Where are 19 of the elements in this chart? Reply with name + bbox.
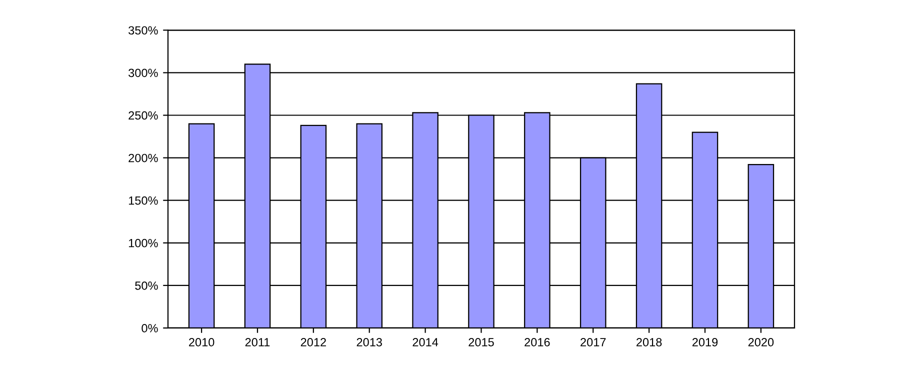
y-tick-label: 300% xyxy=(128,68,158,78)
y-tick-label: 250% xyxy=(128,111,158,120)
x-tick-label: 2020 xyxy=(748,338,774,346)
x-tick-label: 2019 xyxy=(692,338,718,346)
y-tick-label: 0% xyxy=(142,324,158,332)
x-tick-label: 2018 xyxy=(636,338,662,346)
y-tick-label: 350% xyxy=(128,26,158,35)
y-tick-label: 150% xyxy=(128,196,158,205)
x-tick-label: 2013 xyxy=(356,338,382,346)
x-tick-label: 2011 xyxy=(245,338,270,346)
x-tick-label: 2017 xyxy=(580,338,606,346)
y-tick-label: 50% xyxy=(135,281,158,290)
y-tick-label: 200% xyxy=(128,154,158,162)
y-tick-label: 100% xyxy=(128,238,158,248)
x-tick-label: 2010 xyxy=(189,338,214,346)
x-tick-label: 2014 xyxy=(412,338,438,346)
x-tick-label: 2012 xyxy=(300,338,326,346)
x-tick-label: 2016 xyxy=(524,338,550,346)
x-tick-label: 2015 xyxy=(468,338,494,346)
